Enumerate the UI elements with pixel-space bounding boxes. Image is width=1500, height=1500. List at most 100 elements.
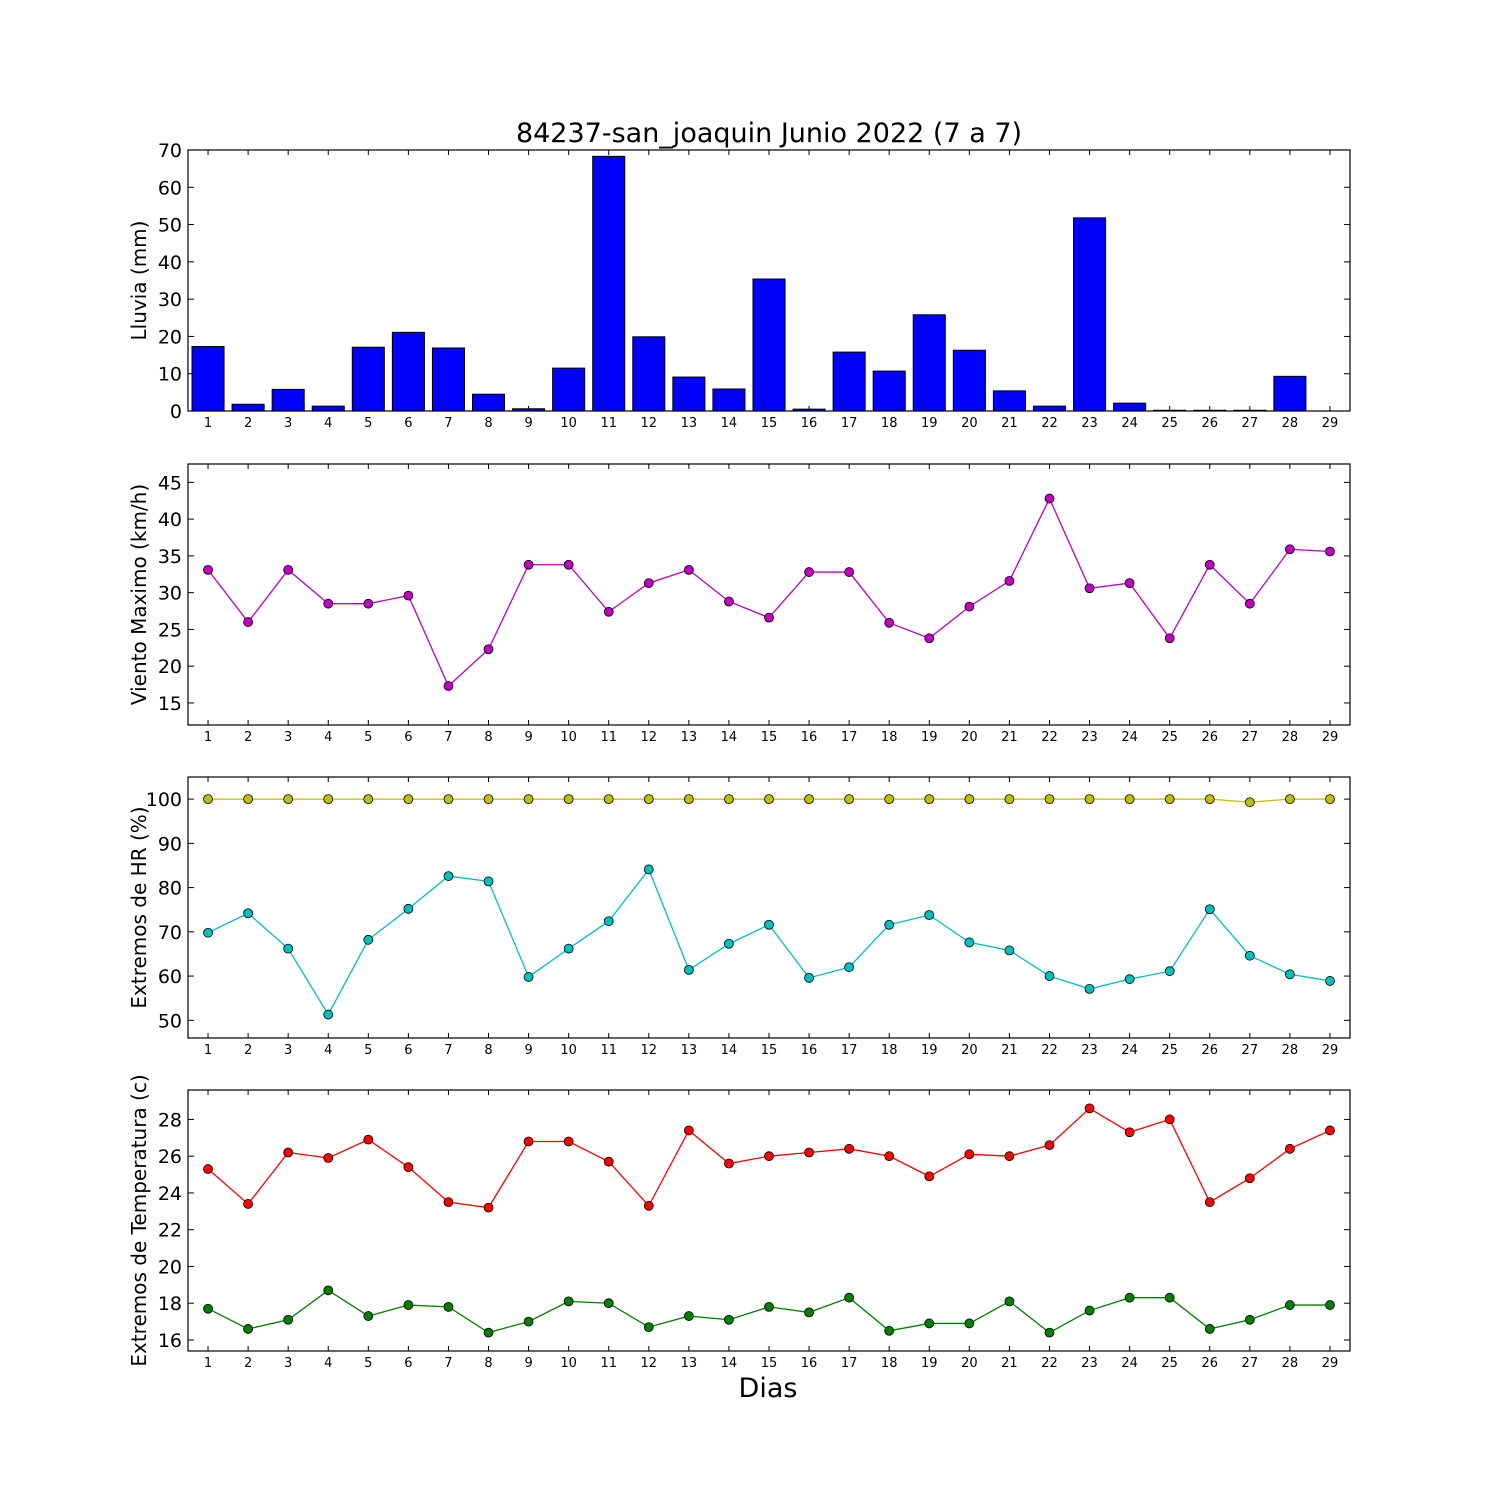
series-point bbox=[1084, 1103, 1095, 1114]
series-point bbox=[203, 1164, 213, 1174]
series-point bbox=[844, 962, 855, 973]
y-tick-label: 30 bbox=[158, 289, 182, 311]
bar bbox=[992, 390, 1026, 412]
x-tick-label: 27 bbox=[1242, 1356, 1259, 1371]
series-point bbox=[804, 1307, 814, 1318]
x-tick-label: 28 bbox=[1282, 1356, 1299, 1371]
series-point bbox=[363, 934, 374, 945]
series-point bbox=[964, 1149, 975, 1160]
series-point bbox=[563, 943, 574, 954]
x-tick-label: 5 bbox=[364, 1043, 372, 1058]
series-point bbox=[1284, 1143, 1295, 1154]
series-point bbox=[403, 1162, 414, 1173]
series-point bbox=[764, 1301, 774, 1312]
series-point bbox=[643, 864, 654, 875]
x-tick-label: 18 bbox=[881, 1043, 898, 1058]
x-tick-label: 27 bbox=[1242, 416, 1259, 431]
x-tick-label: 3 bbox=[284, 1356, 292, 1371]
y-tick-label: 25 bbox=[158, 619, 182, 641]
x-tick-label: 6 bbox=[404, 730, 412, 745]
series-point bbox=[483, 644, 494, 655]
x-tick-label: 22 bbox=[1041, 1356, 1058, 1371]
x-tick-label: 2 bbox=[244, 1356, 252, 1371]
x-tick-label: 28 bbox=[1282, 416, 1299, 431]
series-point bbox=[1244, 797, 1255, 808]
x-tick-label: 4 bbox=[324, 1043, 332, 1058]
series-point bbox=[563, 559, 574, 570]
x-tick-label: 24 bbox=[1121, 730, 1138, 745]
series-point bbox=[323, 1285, 334, 1296]
x-tick-label: 9 bbox=[524, 416, 532, 431]
series-point bbox=[243, 908, 254, 919]
x-tick-label: 14 bbox=[721, 1043, 738, 1058]
series-point bbox=[483, 1327, 494, 1338]
series-point bbox=[1004, 1296, 1015, 1307]
bar bbox=[512, 408, 546, 412]
series-point bbox=[924, 633, 935, 644]
x-tick-label: 18 bbox=[881, 730, 898, 745]
y-tick-label: 15 bbox=[158, 693, 182, 715]
x-tick-label: 12 bbox=[641, 1356, 658, 1371]
x-tick-label: 8 bbox=[484, 1356, 492, 1371]
bar bbox=[632, 336, 666, 412]
y-axis-label: Extremos de Temperatura (c) bbox=[127, 1074, 151, 1366]
series-point bbox=[323, 794, 334, 805]
y-tick-label: 70 bbox=[158, 922, 182, 944]
x-tick-label: 18 bbox=[881, 1356, 898, 1371]
series-point bbox=[1244, 1314, 1255, 1325]
x-tick-label: 6 bbox=[404, 416, 412, 431]
series-point bbox=[443, 1301, 454, 1312]
x-tick-label: 12 bbox=[641, 730, 658, 745]
series-point bbox=[1004, 794, 1015, 805]
x-tick-label: 4 bbox=[324, 1356, 332, 1371]
y-tick-label: 0 bbox=[170, 401, 182, 423]
bar bbox=[792, 408, 826, 412]
series-point bbox=[764, 794, 774, 805]
x-tick-label: 3 bbox=[284, 730, 292, 745]
bar bbox=[832, 351, 866, 412]
series-point bbox=[1124, 794, 1135, 805]
series-point bbox=[683, 1311, 694, 1321]
y-tick-label: 24 bbox=[158, 1183, 182, 1205]
series-point bbox=[1244, 1173, 1255, 1184]
series-point bbox=[1044, 971, 1055, 981]
x-tick-label: 19 bbox=[921, 416, 938, 431]
x-tick-label: 5 bbox=[364, 730, 372, 745]
x-tick-label: 14 bbox=[721, 730, 738, 745]
x-tick-label: 11 bbox=[600, 730, 617, 745]
y-axis-label: Lluvia (mm) bbox=[127, 221, 151, 341]
bar bbox=[271, 388, 305, 412]
series-point bbox=[283, 794, 294, 805]
series-point bbox=[1325, 546, 1335, 557]
x-tick-label: 18 bbox=[881, 416, 898, 431]
series-point bbox=[1044, 1140, 1055, 1151]
bar bbox=[431, 347, 465, 412]
series-point bbox=[443, 1197, 454, 1208]
x-tick-label: 4 bbox=[324, 416, 332, 431]
series-point bbox=[804, 567, 814, 577]
series-point bbox=[1124, 1292, 1135, 1303]
series-point bbox=[884, 1325, 895, 1336]
series-point bbox=[1124, 578, 1135, 589]
bar bbox=[592, 155, 626, 412]
x-tick-label: 29 bbox=[1322, 416, 1339, 431]
bar bbox=[672, 376, 706, 412]
x-tick-label: 20 bbox=[961, 1043, 978, 1058]
series-point bbox=[203, 1303, 213, 1314]
series-point bbox=[523, 1136, 534, 1147]
x-tick-label: 2 bbox=[244, 730, 252, 745]
series-point bbox=[523, 972, 534, 982]
x-tick-label: 7 bbox=[444, 1043, 452, 1058]
series-point bbox=[323, 1153, 334, 1163]
bar bbox=[712, 388, 746, 412]
x-tick-label: 21 bbox=[1001, 1356, 1018, 1371]
y-tick-label: 40 bbox=[158, 509, 182, 531]
y-tick-label: 16 bbox=[158, 1330, 182, 1352]
series-point bbox=[1325, 794, 1335, 805]
series-point bbox=[483, 794, 494, 805]
x-tick-label: 28 bbox=[1282, 730, 1299, 745]
x-tick-label: 7 bbox=[444, 416, 452, 431]
